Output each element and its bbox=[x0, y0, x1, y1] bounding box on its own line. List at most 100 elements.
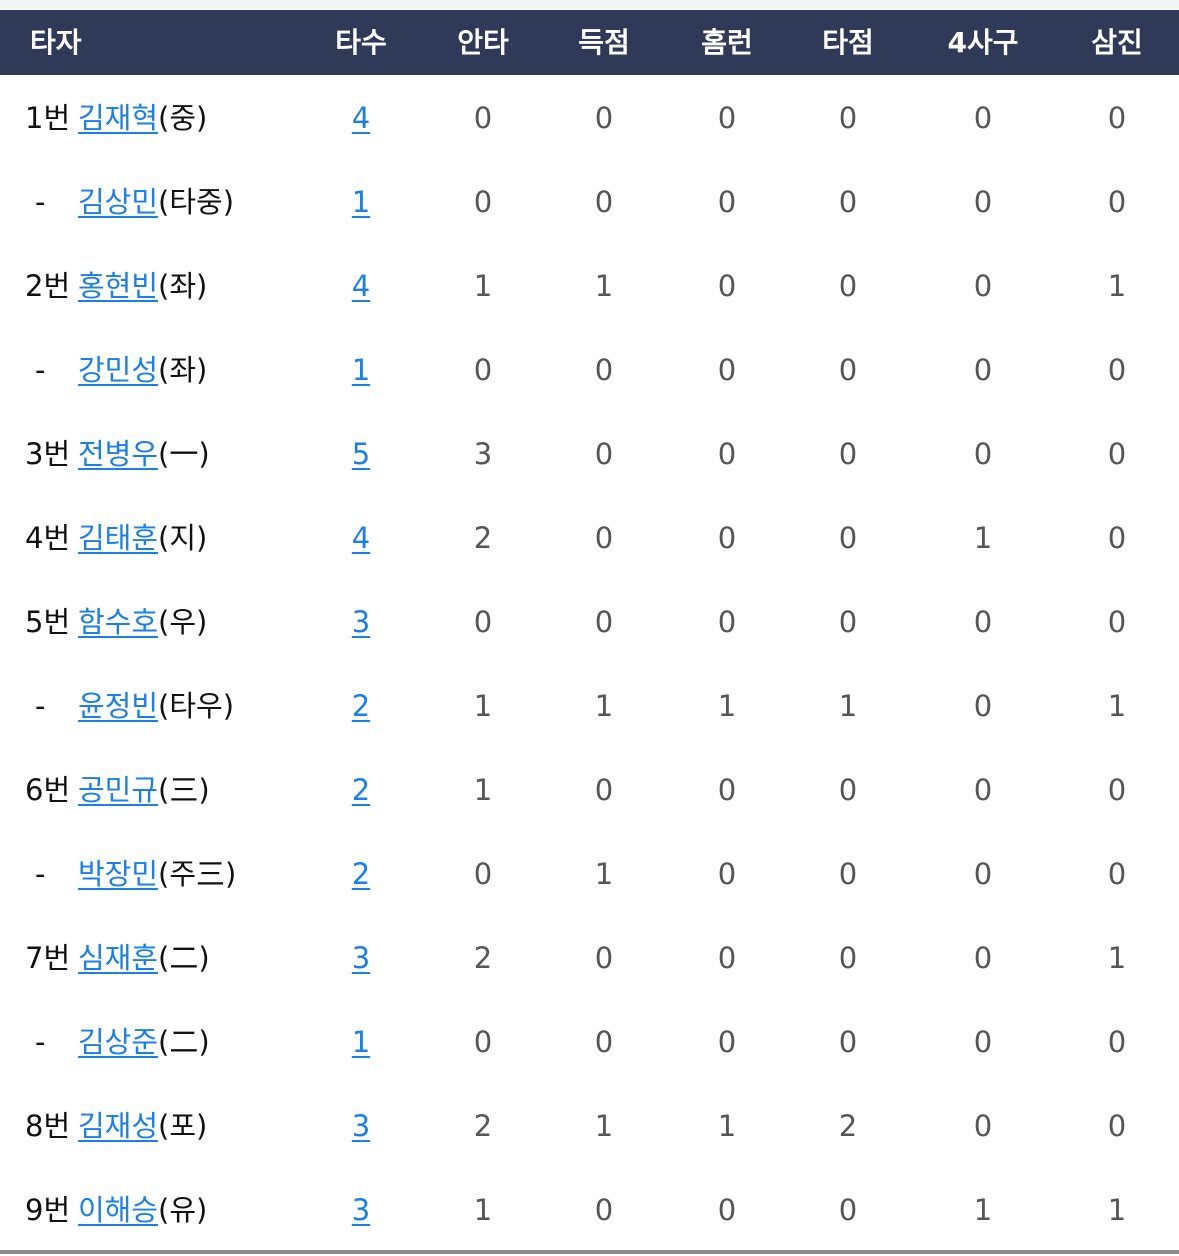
table-row: 9번 이해승(유) 3 1 0 0 0 1 1 bbox=[0, 1168, 1179, 1252]
at-bats-link[interactable]: 4 bbox=[351, 269, 371, 303]
batter-cell: 9번 이해승(유) bbox=[25, 1168, 207, 1252]
table-row: 3번 전병우(一) 5 3 0 0 0 0 0 bbox=[0, 412, 1179, 496]
strikeouts-value: 0 bbox=[1107, 857, 1127, 891]
position: (우) bbox=[158, 605, 208, 639]
table-row: - 윤정빈(타우) 2 1 1 1 1 0 1 bbox=[0, 664, 1179, 748]
position: (지) bbox=[158, 521, 208, 555]
batter-cell: 2번 홍현빈(좌) bbox=[25, 244, 207, 328]
runs-value: 0 bbox=[594, 1193, 614, 1227]
at-bats-link[interactable]: 4 bbox=[351, 101, 371, 135]
walks-value: 0 bbox=[973, 1109, 993, 1143]
batting-order: 8번 bbox=[25, 1109, 71, 1143]
batting-order: - bbox=[35, 185, 46, 219]
strikeouts-value: 0 bbox=[1107, 773, 1127, 807]
player-link[interactable]: 박장민 bbox=[78, 857, 159, 891]
at-bats-link[interactable]: 1 bbox=[351, 185, 371, 219]
position: (타우) bbox=[158, 689, 235, 723]
batting-order: 9번 bbox=[25, 1193, 71, 1227]
at-bats-link[interactable]: 4 bbox=[351, 521, 371, 555]
position: (포) bbox=[158, 1109, 208, 1143]
walks-value: 0 bbox=[973, 857, 993, 891]
strikeouts-value: 0 bbox=[1107, 353, 1127, 387]
runs-value: 0 bbox=[594, 605, 614, 639]
player-link[interactable]: 김재성 bbox=[78, 1109, 159, 1143]
batting-order: 1번 bbox=[25, 101, 71, 135]
walks-value: 0 bbox=[973, 689, 993, 723]
player-link[interactable]: 이해승 bbox=[78, 1193, 159, 1227]
rbi-value: 0 bbox=[838, 605, 858, 639]
rbi-value: 0 bbox=[838, 269, 858, 303]
strikeouts-value: 0 bbox=[1107, 101, 1127, 135]
home-runs-value: 1 bbox=[717, 1109, 737, 1143]
runs-value: 0 bbox=[594, 437, 614, 471]
walks-value: 0 bbox=[973, 101, 993, 135]
player-link[interactable]: 김상준 bbox=[78, 1025, 159, 1059]
table-row: 5번 함수호(우) 3 0 0 0 0 0 0 bbox=[0, 580, 1179, 664]
hits-value: 0 bbox=[473, 857, 493, 891]
strikeouts-value: 0 bbox=[1107, 605, 1127, 639]
player-link[interactable]: 심재훈 bbox=[78, 941, 159, 975]
table-row: - 김상준(二) 1 0 0 0 0 0 0 bbox=[0, 1000, 1179, 1084]
at-bats-link[interactable]: 2 bbox=[351, 857, 371, 891]
player-link[interactable]: 함수호 bbox=[78, 605, 159, 639]
at-bats-link[interactable]: 1 bbox=[351, 353, 371, 387]
batting-order: 3번 bbox=[25, 437, 71, 471]
rbi-value: 0 bbox=[838, 437, 858, 471]
player-link[interactable]: 강민성 bbox=[78, 353, 159, 387]
table-row: 4번 김태훈(지) 4 2 0 0 0 1 0 bbox=[0, 496, 1179, 580]
runs-value: 0 bbox=[594, 185, 614, 219]
hits-value: 0 bbox=[473, 1025, 493, 1059]
hits-value: 2 bbox=[473, 1109, 493, 1143]
strikeouts-value: 0 bbox=[1107, 1025, 1127, 1059]
hits-value: 2 bbox=[473, 941, 493, 975]
batting-order: 4번 bbox=[25, 521, 71, 555]
batting-order: - bbox=[35, 857, 46, 891]
table-row: - 강민성(좌) 1 0 0 0 0 0 0 bbox=[0, 328, 1179, 412]
walks-value: 0 bbox=[973, 941, 993, 975]
strikeouts-value: 0 bbox=[1107, 1109, 1127, 1143]
strikeouts-value: 1 bbox=[1107, 689, 1127, 723]
batting-order: 7번 bbox=[25, 941, 71, 975]
runs-value: 1 bbox=[594, 269, 614, 303]
hits-value: 0 bbox=[473, 185, 493, 219]
rbi-value: 0 bbox=[838, 353, 858, 387]
at-bats-link[interactable]: 5 bbox=[351, 437, 371, 471]
player-link[interactable]: 김재혁 bbox=[78, 101, 159, 135]
table-bottom-border bbox=[0, 1250, 1179, 1254]
player-link[interactable]: 홍현빈 bbox=[78, 269, 159, 303]
player-link[interactable]: 윤정빈 bbox=[78, 689, 159, 723]
table-row: 2번 홍현빈(좌) 4 1 1 0 0 0 1 bbox=[0, 244, 1179, 328]
header-walks: 4사구 bbox=[947, 26, 1019, 59]
rbi-value: 2 bbox=[838, 1109, 858, 1143]
at-bats-link[interactable]: 3 bbox=[351, 941, 371, 975]
batter-cell: - 박장민(주三) bbox=[25, 832, 236, 916]
at-bats-link[interactable]: 3 bbox=[351, 1109, 371, 1143]
walks-value: 1 bbox=[973, 521, 993, 555]
header-home-runs: 홈런 bbox=[701, 26, 753, 59]
batter-cell: 4번 김태훈(지) bbox=[25, 496, 207, 580]
rbi-value: 0 bbox=[838, 773, 858, 807]
player-link[interactable]: 김태훈 bbox=[78, 521, 159, 555]
table-header: 타자 타수 안타 득점 홈런 타점 4사구 삼진 bbox=[0, 10, 1179, 75]
at-bats-link[interactable]: 1 bbox=[351, 1025, 371, 1059]
batting-order: 2번 bbox=[25, 269, 71, 303]
batter-cell: 1번 김재혁(중) bbox=[25, 76, 207, 160]
at-bats-link[interactable]: 2 bbox=[351, 773, 371, 807]
at-bats-link[interactable]: 3 bbox=[351, 1193, 371, 1227]
player-link[interactable]: 공민규 bbox=[78, 773, 159, 807]
batter-cell: - 김상민(타중) bbox=[25, 160, 234, 244]
walks-value: 1 bbox=[973, 1193, 993, 1227]
position: (一) bbox=[158, 437, 210, 471]
at-bats-link[interactable]: 3 bbox=[351, 605, 371, 639]
runs-value: 0 bbox=[594, 353, 614, 387]
header-at-bats: 타수 bbox=[335, 26, 387, 59]
home-runs-value: 0 bbox=[717, 269, 737, 303]
hits-value: 1 bbox=[473, 269, 493, 303]
runs-value: 0 bbox=[594, 941, 614, 975]
runs-value: 0 bbox=[594, 521, 614, 555]
batter-cell: 5번 함수호(우) bbox=[25, 580, 207, 664]
position: (타중) bbox=[158, 185, 235, 219]
at-bats-link[interactable]: 2 bbox=[351, 689, 371, 723]
player-link[interactable]: 전병우 bbox=[78, 437, 159, 471]
player-link[interactable]: 김상민 bbox=[78, 185, 159, 219]
